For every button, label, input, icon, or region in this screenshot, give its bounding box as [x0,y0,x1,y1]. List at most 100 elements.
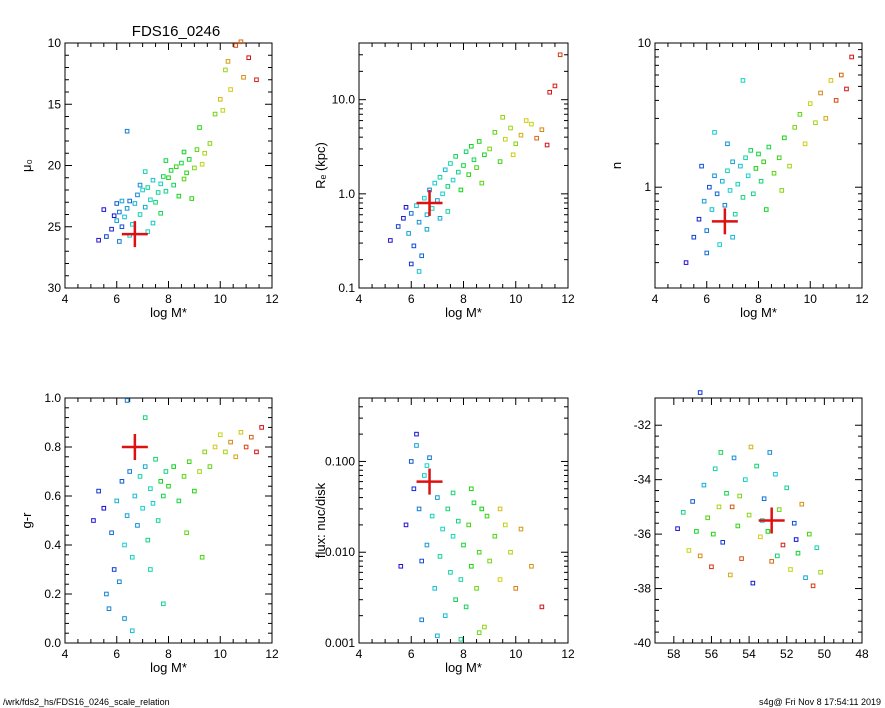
data-point [414,203,419,208]
data-point [497,506,503,512]
y-tick-label: -32 [634,418,652,432]
data-point [186,157,192,162]
data-point [705,515,710,521]
data-point [484,513,490,519]
x-tick-label: 48 [855,647,869,661]
y-axis-label: g-r [19,512,34,529]
data-point [158,181,164,187]
data-point [137,212,143,217]
data-point [414,443,419,448]
data-point [217,432,223,438]
data-point [739,556,744,561]
data-point [111,567,117,572]
data-point [458,577,464,582]
data-point [437,215,443,221]
data-point [129,222,135,227]
data-point [709,564,714,570]
data-point [450,533,456,539]
data-point [96,237,101,243]
y-tick-label: -40 [634,636,652,650]
x-tick-label: 8 [165,647,172,661]
x-tick-label: 10 [509,647,523,661]
data-point [435,495,440,500]
data-point [142,204,148,210]
data-point [109,530,114,536]
data-point [690,499,695,504]
data-point [707,184,712,190]
data-point [238,39,244,45]
y-axis-label: flux: nuc/disk [313,482,328,558]
data-point [810,583,816,589]
data-point [148,197,153,203]
data-point [440,191,445,197]
x-tick-label: 56 [705,647,719,661]
x-tick-label: 4 [356,292,363,306]
data-point [718,450,724,455]
panel-gr: 4 6 8 10 12 0.0 0.2 0.4 0.6 0.8 1.0 log M* g-r [19,391,279,675]
data-point [818,569,823,575]
x-tick-label: 6 [703,292,710,306]
x-tick-label: 6 [113,647,120,661]
data-point [403,522,409,528]
data-point [775,553,780,559]
data-point [189,196,195,201]
data-point [455,169,461,175]
footer-stamp: s4g@ Fri Nov 8 17:54:11 2019 [758,697,881,707]
data-point [442,167,448,173]
data-point [424,212,430,218]
data-point [388,238,393,243]
data-point [124,206,130,211]
data-point [168,168,174,173]
data-point [754,463,759,469]
data-point [432,180,438,186]
data-point [440,526,445,532]
data-point [163,188,169,194]
data-point [171,464,176,469]
data-point [701,198,707,204]
data-point [793,537,799,542]
y-tick-label: 1.0 [338,187,355,201]
data-point [419,558,424,564]
data-point [129,554,135,560]
x-tick-label: 10 [214,292,228,306]
data-point [763,207,769,212]
data-point [448,161,453,166]
plot-frame [64,397,273,644]
data-point [122,214,127,220]
data-point [839,72,844,78]
data-point [492,130,498,135]
x-tick-label: 50 [818,647,832,661]
data-point [207,464,213,469]
data-point [243,444,249,450]
y-axis-label: n [609,162,624,169]
data-point [150,501,156,506]
data-point [758,178,764,184]
data-point [145,185,151,190]
data-point [194,147,200,152]
data-point [474,165,479,170]
data-point [192,165,197,171]
data-point [437,554,443,559]
data-point [124,513,130,518]
data-point [745,173,751,179]
x-tick-label: 12 [265,292,279,306]
y-tick-label: 30 [48,281,62,295]
data-point [758,534,763,540]
data-point [424,542,430,548]
data-point [743,155,748,161]
data-point [510,152,516,158]
y-axis-label: Rₑ (kpc) [313,142,328,189]
data-point [114,498,120,504]
data-point [137,474,143,479]
data-point [233,454,239,460]
data-point [408,211,414,216]
data-point [482,624,487,630]
data-point [529,121,534,127]
data-point [140,505,145,511]
data-point [142,415,148,420]
data-point [704,228,710,233]
data-point [497,577,503,582]
data-point [729,504,735,510]
panel-flux: 4 6 8 10 12 0.001 0.010 0.100 log M* flux: nuc/di… [313,397,575,675]
